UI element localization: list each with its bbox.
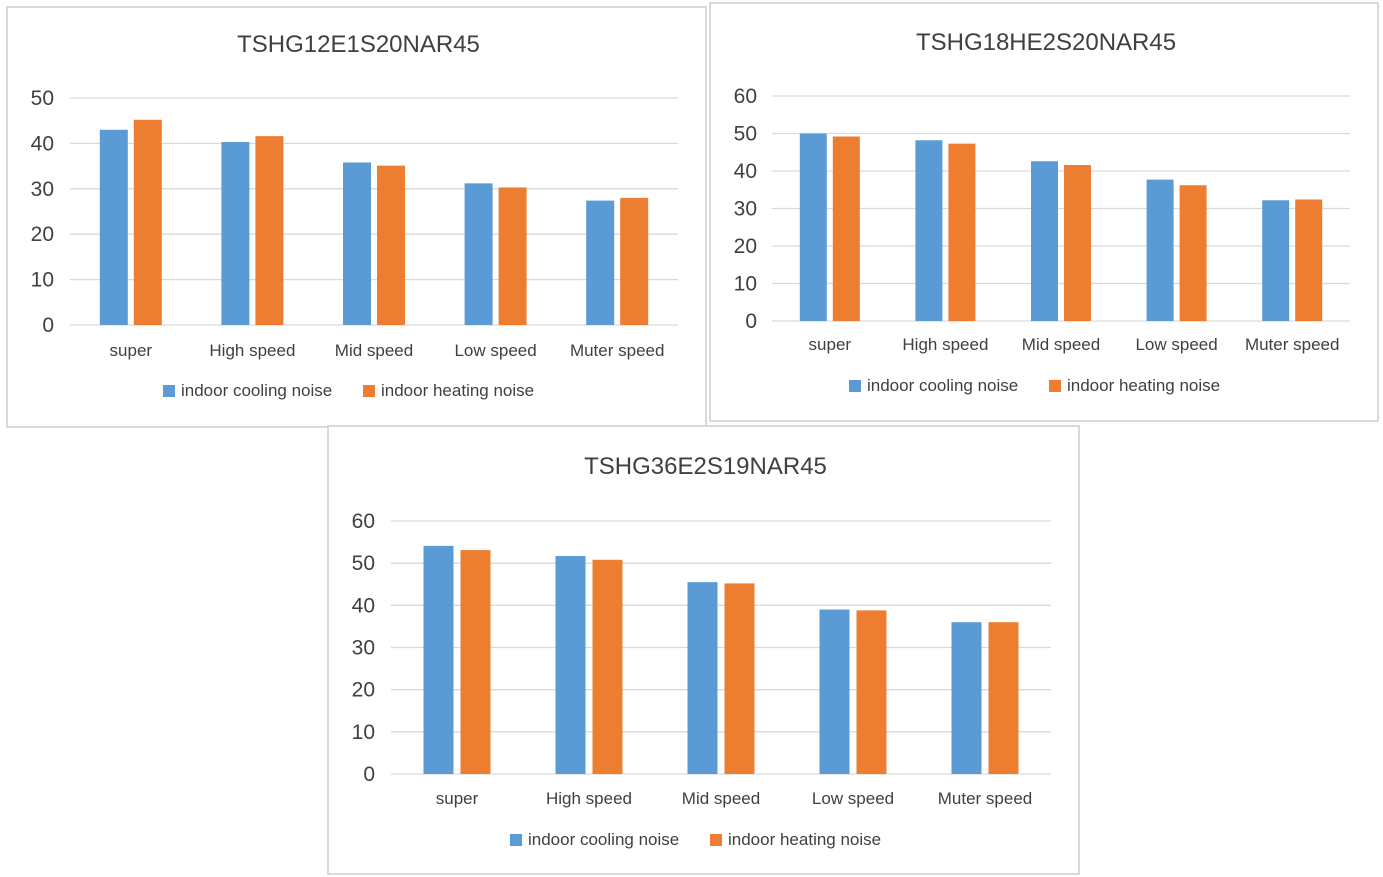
chart-svg: TSHG12E1S20NAR45 0 10 20 30 40 50 super High spe… [31,31,678,400]
x-category-label: High speed [546,789,632,808]
bar-cooling [343,162,371,325]
bar-cooling [586,200,615,325]
legend-label-cooling: indoor cooling noise [181,381,332,400]
x-category-label: Mid speed [335,341,413,360]
x-category-label: Low speed [812,789,894,808]
y-tick-label: 0 [363,763,375,786]
bar-cooling [423,545,454,774]
bar-heating [988,622,1019,774]
x-category-label: Low speed [454,341,536,360]
y-tick-label: 10 [352,721,375,744]
bar-heating [377,165,405,325]
legend-swatch-cooling [163,385,175,397]
x-category-label: Mid speed [1022,335,1100,354]
legend-label-cooling: indoor cooling noise [867,376,1018,395]
x-category-label: High speed [902,335,988,354]
y-tick-label: 60 [734,85,757,108]
bar-heating [133,119,162,326]
bar-heating [498,187,527,325]
legend-swatch-cooling [849,380,861,392]
x-category-label: Low speed [1135,335,1217,354]
y-tick-label: 10 [31,269,54,292]
y-tick-label: 20 [734,235,757,258]
y-tick-label: 40 [31,132,54,155]
chart-svg: TSHG18HE2S20NAR45 0 10 20 30 40 50 60 super High … [734,29,1350,395]
x-category-label: super [436,789,479,808]
x-category-label: Mid speed [682,789,760,808]
legend-swatch-heating [710,834,722,846]
x-category-label: Muter speed [938,789,1033,808]
legend-label-heating: indoor heating noise [728,830,881,849]
bar-heating [1179,185,1207,321]
x-category-label: Muter speed [1245,335,1340,354]
x-category-label: High speed [209,341,295,360]
bar-heating [1295,199,1323,321]
x-category-label: super [110,341,153,360]
bar-cooling [555,555,586,774]
legend-swatch-heating [363,385,375,397]
bar-cooling [221,142,250,325]
y-tick-label: 0 [42,314,54,337]
bar-cooling [915,140,943,321]
bar-heating [255,136,284,325]
chart-svg: TSHG36E2S19NAR45 0 10 20 30 40 50 60 super High s… [352,453,1051,849]
bar-heating [948,143,976,321]
bar-cooling [687,582,718,774]
y-tick-label: 50 [31,87,54,110]
legend-label-heating: indoor heating noise [1067,376,1220,395]
bar-heating [1064,165,1091,321]
chart-title: TSHG36E2S19NAR45 [584,453,827,480]
y-tick-label: 40 [352,594,375,617]
bar-heating [592,559,623,774]
x-category-label: super [809,335,852,354]
bar-cooling [819,609,850,774]
bar-cooling [951,622,982,774]
y-tick-label: 20 [352,679,375,702]
chart-title: TSHG18HE2S20NAR45 [916,29,1176,56]
y-tick-label: 30 [352,637,375,660]
bar-cooling [1031,161,1058,321]
bar-heating [724,583,755,774]
bar-cooling [1146,179,1174,321]
bar-heating [620,197,649,325]
x-category-label: Muter speed [570,341,665,360]
legend-label-cooling: indoor cooling noise [528,830,679,849]
legend-swatch-cooling [510,834,522,846]
bar-cooling [464,183,493,325]
bar-heating [832,136,860,321]
chart-title: TSHG12E1S20NAR45 [237,31,480,58]
bar-heating [460,550,491,774]
bar-cooling [1262,200,1290,321]
y-tick-label: 10 [734,273,757,296]
chart-panel-2: TSHG18HE2S20NAR45 0 10 20 30 40 50 60 super High … [709,2,1379,422]
legend-swatch-heating [1049,380,1061,392]
chart-panel-1: TSHG12E1S20NAR45 0 10 20 30 40 50 super High spe… [6,6,707,428]
y-tick-label: 40 [734,160,757,183]
bar-cooling [799,133,827,321]
y-tick-label: 50 [352,552,375,575]
legend-label-heating: indoor heating noise [381,381,534,400]
y-tick-label: 30 [734,198,757,221]
bar-cooling [99,129,128,325]
bar-heating [856,610,887,774]
y-tick-label: 20 [31,223,54,246]
y-tick-label: 60 [352,510,375,533]
y-tick-label: 30 [31,178,54,201]
y-tick-label: 0 [745,310,757,333]
chart-panel-3: TSHG36E2S19NAR45 0 10 20 30 40 50 60 super High s… [327,425,1080,875]
y-tick-label: 50 [734,123,757,146]
